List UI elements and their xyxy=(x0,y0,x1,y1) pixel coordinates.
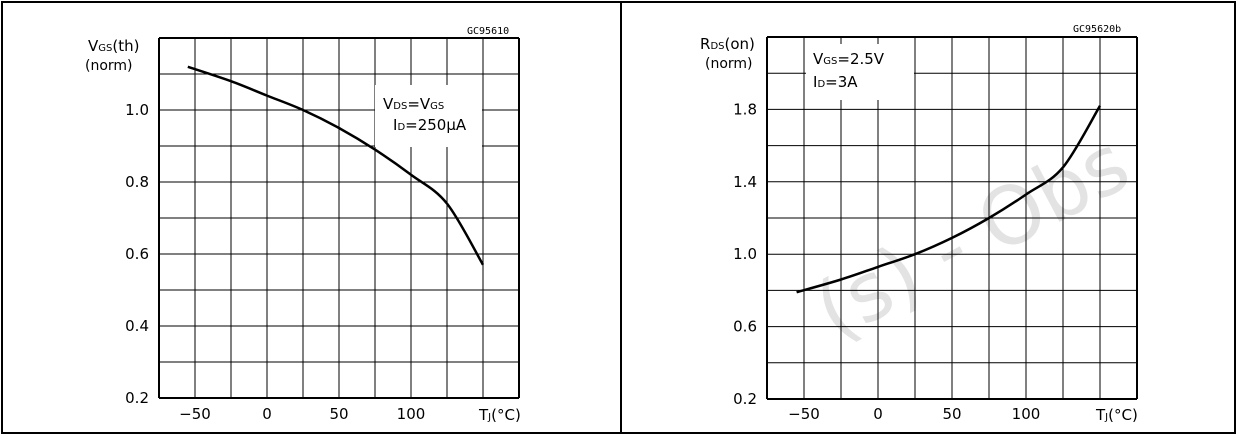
right-chart-code: GC95620b xyxy=(1073,24,1121,35)
left-vgs-curve xyxy=(187,65,485,266)
right-ytick-label: 1.4 xyxy=(733,173,757,191)
right-xtick-label: −50 xyxy=(788,405,820,423)
left-ylabel-main: V xyxy=(88,37,99,55)
right-xticks: −50 0 50 100 xyxy=(788,405,1040,423)
left-ytick-label: 1.0 xyxy=(125,101,149,119)
left-condition-vds: VDS=VGS xyxy=(383,95,444,113)
left-xtick-label: 100 xyxy=(397,405,426,423)
left-chart: GC95610 VGS(th) (norm) VDS=VGS ID=250μA … xyxy=(85,26,521,424)
right-ytick-label: 1.0 xyxy=(733,245,757,263)
right-conditions-bg xyxy=(806,44,914,100)
right-grid xyxy=(766,36,1138,400)
left-ytick-label: 0.2 xyxy=(125,389,149,407)
right-ylabel: RDS(on) xyxy=(700,35,755,53)
left-condition-id: ID=250μA xyxy=(393,116,467,134)
watermark: (s) - Obs xyxy=(800,116,1143,357)
left-ylabel-rest: (th) xyxy=(112,37,139,55)
left-ytick-label: 0.4 xyxy=(125,317,149,335)
left-chart-code: GC95610 xyxy=(467,26,509,37)
left-xtick-label: 50 xyxy=(329,405,348,423)
right-xlabel: TJ(°C) xyxy=(1095,406,1138,424)
left-xlabel: TJ(°C) xyxy=(478,406,521,424)
left-xtick-label: 0 xyxy=(262,405,272,423)
right-rds-curve xyxy=(796,105,1102,294)
right-ytick-label: 1.8 xyxy=(733,100,757,118)
right-condition-vgs: VGS=2.5V xyxy=(813,50,885,68)
left-ytick-label: 0.6 xyxy=(125,245,149,263)
right-xtick-label: 50 xyxy=(942,405,961,423)
right-yticks: 0.2 0.6 1.0 1.4 1.8 xyxy=(733,100,757,408)
right-xtick-label: 0 xyxy=(873,405,883,423)
left-grid xyxy=(158,37,520,399)
right-xtick-label: 100 xyxy=(1012,405,1041,423)
right-condition-id: ID=3A xyxy=(813,73,858,91)
right-ytick-label: 0.6 xyxy=(733,318,757,336)
left-xticks: −50 0 50 100 xyxy=(179,405,425,423)
right-conditions-box: VGS=2.5V ID=3A xyxy=(806,44,914,100)
left-yticks: 0.2 0.4 0.6 0.8 1.0 xyxy=(125,101,149,407)
left-ylabel-sub: GS xyxy=(98,43,112,54)
left-ylabel: VGS(th) xyxy=(88,37,139,55)
left-conditions-box: VDS=VGS ID=250μA xyxy=(375,85,482,147)
right-ylabel-norm: (norm) xyxy=(705,56,753,72)
right-ytick-label: 0.2 xyxy=(733,390,757,408)
left-ylabel-norm: (norm) xyxy=(85,58,133,74)
left-conditions-bg xyxy=(375,85,482,147)
left-ytick-label: 0.8 xyxy=(125,173,149,191)
right-chart: GC95620b RDS(on) (norm) VGS=2.5V ID=3A 0… xyxy=(700,24,1138,424)
left-xtick-label: −50 xyxy=(179,405,211,423)
